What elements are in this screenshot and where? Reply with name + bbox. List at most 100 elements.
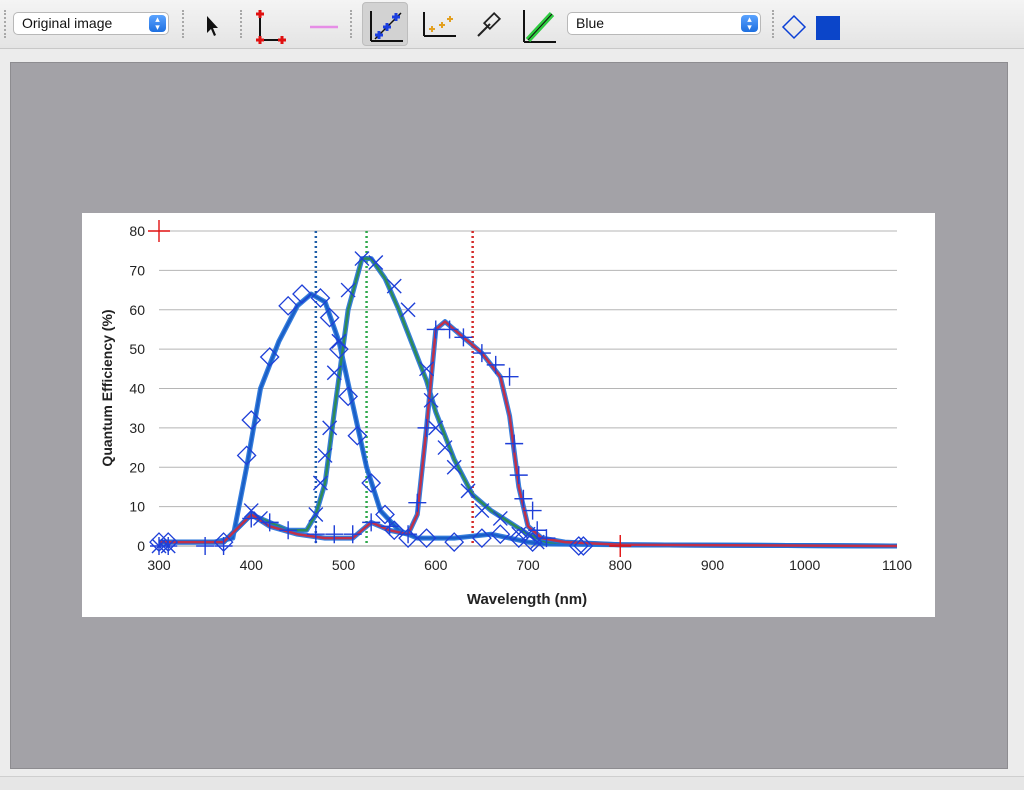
data-point-x[interactable] bbox=[331, 333, 347, 349]
x-tick-label: 1000 bbox=[789, 557, 820, 573]
data-point-diamond[interactable] bbox=[508, 528, 529, 549]
toolbar-grip[interactable] bbox=[182, 10, 186, 38]
axis-calibration-point[interactable] bbox=[148, 220, 170, 242]
original-image-panel[interactable]: 0 10 20 30 40 50 60 70 80 300 400 500 600 700 800 900 10… bbox=[82, 213, 935, 617]
color-picker-tool[interactable] bbox=[468, 4, 508, 44]
data-point-x[interactable] bbox=[460, 483, 476, 499]
data-point-x[interactable] bbox=[326, 365, 342, 381]
data-point-x[interactable] bbox=[340, 282, 356, 298]
toolbar-grip[interactable] bbox=[772, 10, 776, 38]
data-point-plus[interactable] bbox=[514, 489, 533, 508]
data-point-diamond[interactable] bbox=[522, 532, 543, 552]
qe-chart[interactable]: 0 10 20 30 40 50 60 70 80 300 400 500 600 700 800 900 10… bbox=[82, 213, 935, 617]
scale-bar-tool[interactable] bbox=[302, 4, 342, 44]
y-tick-label: 0 bbox=[137, 538, 145, 554]
data-point-x[interactable] bbox=[428, 420, 444, 436]
data-point-diamond[interactable] bbox=[278, 295, 299, 316]
data-point-x[interactable] bbox=[520, 526, 536, 542]
image-mode-select[interactable]: Original image ▴ ▾ bbox=[13, 12, 169, 35]
data-point-x[interactable] bbox=[400, 302, 416, 318]
data-point-diamond[interactable] bbox=[573, 536, 594, 556]
data-point-plus[interactable] bbox=[380, 517, 399, 536]
point-style-button[interactable] bbox=[774, 4, 814, 44]
data-point-plus[interactable] bbox=[486, 355, 505, 374]
data-point-plus[interactable] bbox=[440, 320, 459, 339]
data-point-x[interactable] bbox=[386, 278, 402, 294]
x-tick-label: 600 bbox=[424, 557, 448, 573]
data-point-plus[interactable] bbox=[509, 466, 528, 485]
data-point-plus[interactable] bbox=[537, 529, 556, 548]
data-point-plus[interactable] bbox=[399, 525, 418, 544]
data-point-x[interactable] bbox=[446, 459, 462, 475]
data-point-diamond[interactable] bbox=[490, 524, 511, 545]
manual-points-tool[interactable] bbox=[362, 2, 408, 46]
data-point-plus[interactable] bbox=[505, 434, 524, 453]
data-point-diamond[interactable] bbox=[236, 445, 257, 466]
curve-select-value: Blue bbox=[576, 15, 605, 31]
data-point-diamond[interactable] bbox=[338, 386, 359, 407]
data-point-diamond[interactable] bbox=[471, 528, 492, 549]
data-point-plus[interactable] bbox=[343, 525, 362, 544]
data-point-diamond[interactable] bbox=[319, 307, 340, 328]
data-point-x[interactable] bbox=[322, 420, 338, 436]
data-point-plus[interactable] bbox=[260, 513, 279, 532]
data-point-plus[interactable] bbox=[472, 344, 491, 363]
data-point-x[interactable] bbox=[423, 392, 439, 408]
data-point-x[interactable] bbox=[529, 534, 545, 550]
data-point-x[interactable] bbox=[368, 255, 384, 270]
data-point-plus[interactable] bbox=[159, 537, 178, 555]
line-color-button[interactable] bbox=[810, 4, 850, 44]
data-point-diamond[interactable] bbox=[361, 473, 382, 493]
data-point-diamond[interactable] bbox=[444, 532, 465, 552]
data-point-plus[interactable] bbox=[500, 367, 519, 386]
y-tick-label: 40 bbox=[129, 381, 145, 397]
series-line bbox=[159, 257, 898, 548]
select-pointer-tool[interactable] bbox=[190, 4, 230, 44]
x-tick-label: 1100 bbox=[882, 557, 912, 573]
data-point-diamond[interactable] bbox=[328, 339, 349, 360]
data-point-plus[interactable] bbox=[214, 537, 233, 555]
data-point-plus[interactable] bbox=[523, 501, 542, 520]
data-point-x[interactable] bbox=[474, 503, 490, 519]
axis-points-tool[interactable] bbox=[248, 4, 288, 44]
data-point-plus[interactable] bbox=[528, 521, 547, 540]
y-tick-label: 30 bbox=[129, 420, 145, 436]
data-point-plus[interactable] bbox=[454, 328, 473, 347]
data-point-plus[interactable] bbox=[196, 537, 215, 555]
data-point-diamond[interactable] bbox=[375, 504, 395, 525]
data-point-plus[interactable] bbox=[242, 509, 261, 528]
data-point-diamond[interactable] bbox=[384, 520, 405, 541]
data-point-diamond[interactable] bbox=[416, 528, 437, 549]
data-point-x[interactable] bbox=[492, 510, 508, 526]
data-point-x[interactable] bbox=[252, 510, 268, 526]
toolbar-grip[interactable] bbox=[240, 10, 244, 38]
data-point-plus[interactable] bbox=[306, 525, 325, 544]
data-point-diamond[interactable] bbox=[292, 284, 312, 304]
data-point-diamond[interactable] bbox=[398, 528, 418, 549]
data-point-diamond[interactable] bbox=[259, 347, 280, 367]
data-point-x[interactable] bbox=[312, 475, 328, 491]
toolbar-grip[interactable] bbox=[4, 10, 8, 38]
data-point-plus[interactable] bbox=[408, 493, 427, 512]
curve-select[interactable]: Blue ▴ ▾ bbox=[567, 12, 761, 35]
data-point-plus[interactable] bbox=[417, 418, 436, 437]
data-point-x[interactable] bbox=[308, 507, 324, 522]
point-match-icon bbox=[423, 12, 456, 37]
axis-calibration-point[interactable] bbox=[609, 535, 632, 557]
data-point-diamond[interactable] bbox=[347, 425, 368, 446]
data-point-plus[interactable] bbox=[279, 521, 298, 540]
point-match-tool[interactable] bbox=[418, 4, 458, 44]
data-point-x[interactable] bbox=[419, 361, 435, 377]
data-point-diamond[interactable] bbox=[241, 410, 262, 430]
data-point-plus[interactable] bbox=[362, 513, 381, 532]
data-point-x[interactable] bbox=[437, 440, 453, 456]
data-point-plus[interactable] bbox=[325, 525, 344, 544]
manual-points-icon bbox=[370, 11, 403, 42]
data-point-x[interactable] bbox=[354, 251, 370, 267]
data-point-diamond[interactable] bbox=[310, 288, 331, 308]
data-point-diamond[interactable] bbox=[568, 536, 589, 556]
data-point-x[interactable] bbox=[317, 447, 333, 463]
y-tick-label: 80 bbox=[129, 223, 145, 239]
toolbar-grip[interactable] bbox=[350, 10, 354, 38]
segment-fill-tool[interactable] bbox=[516, 4, 556, 44]
